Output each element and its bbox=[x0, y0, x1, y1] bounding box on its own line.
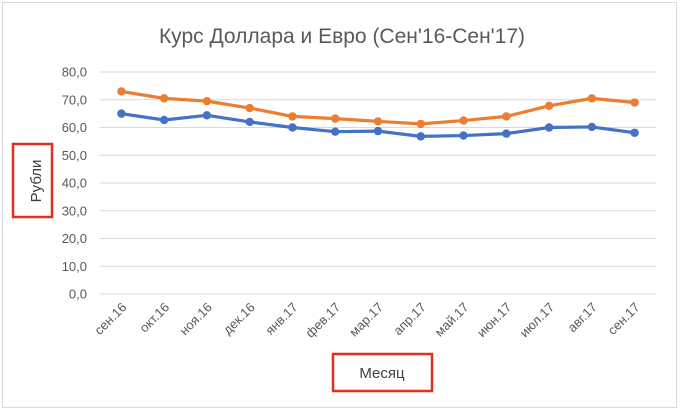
data-point bbox=[544, 123, 554, 132]
x-tick-label: окт.16 bbox=[136, 300, 172, 336]
data-point bbox=[117, 87, 126, 96]
chart-area bbox=[2, 2, 677, 408]
data-point bbox=[245, 103, 254, 113]
y-axis-ticks: 0,0 10,0 20,0 30,0 40,0 50,0 60,0 70,0 80,0 bbox=[62, 65, 87, 302]
y-axis-title-highlight-box bbox=[11, 142, 54, 219]
x-tick-label: дек.16 bbox=[220, 300, 258, 338]
data-point bbox=[288, 123, 297, 132]
chart-title: Курс Доллара и Евро (Сен'16-Сен'17) bbox=[159, 25, 525, 48]
data-point bbox=[288, 112, 297, 121]
data-point bbox=[373, 126, 383, 136]
x-tick-label: май.17 bbox=[432, 300, 472, 340]
data-point bbox=[459, 131, 468, 140]
y-axis-title: Рубли bbox=[28, 160, 45, 203]
data-point bbox=[416, 119, 425, 129]
y-tick-label: 70,0 bbox=[62, 92, 87, 107]
data-point bbox=[202, 96, 212, 106]
data-point bbox=[502, 112, 511, 121]
data-point bbox=[587, 94, 597, 103]
y-tick-label: 50,0 bbox=[62, 148, 87, 163]
y-tick-label: 80,0 bbox=[62, 65, 87, 80]
y-tick-label: 10,0 bbox=[62, 259, 87, 274]
data-point bbox=[459, 116, 468, 125]
data-point bbox=[202, 111, 212, 120]
data-point bbox=[331, 114, 340, 123]
data-point bbox=[245, 117, 254, 127]
data-point bbox=[331, 127, 340, 136]
data-point bbox=[373, 117, 383, 126]
x-tick-label: июл.17 bbox=[517, 300, 558, 341]
data-point bbox=[159, 94, 169, 103]
data-point bbox=[630, 98, 639, 107]
data-point bbox=[159, 115, 169, 125]
x-axis-title-highlight-box bbox=[331, 352, 434, 393]
x-axis-ticks: сен.16 окт.16 ноя.16 дек.16 янв.17 фев.17 мар.… bbox=[91, 300, 642, 341]
x-tick-label: янв.17 bbox=[262, 300, 300, 338]
x-tick-label: сен.16 bbox=[91, 300, 129, 338]
gridlines bbox=[100, 71, 656, 295]
y-tick-label: 60,0 bbox=[62, 120, 87, 135]
x-tick-label: сен.17 bbox=[605, 300, 643, 338]
series-1 bbox=[117, 109, 639, 141]
data-point bbox=[117, 109, 126, 118]
data-point bbox=[502, 129, 511, 138]
data-point bbox=[630, 128, 639, 137]
y-tick-label: 0,0 bbox=[69, 287, 87, 302]
y-tick-label: 20,0 bbox=[62, 231, 87, 246]
x-tick-label: апр.17 bbox=[390, 300, 429, 339]
y-tick-label: 30,0 bbox=[62, 203, 87, 218]
x-axis-title: Месяц bbox=[359, 365, 405, 382]
data-point bbox=[587, 122, 597, 132]
x-tick-label: июн.17 bbox=[474, 300, 514, 340]
series-0 bbox=[117, 87, 639, 129]
x-tick-label: фев.17 bbox=[302, 300, 343, 341]
x-tick-label: мар.17 bbox=[346, 300, 386, 340]
series-group bbox=[117, 87, 639, 141]
x-tick-label: ноя.16 bbox=[176, 300, 215, 339]
data-point bbox=[544, 101, 554, 111]
x-tick-label: авг.17 bbox=[564, 300, 600, 336]
data-point bbox=[416, 132, 425, 141]
y-tick-label: 40,0 bbox=[62, 176, 87, 191]
